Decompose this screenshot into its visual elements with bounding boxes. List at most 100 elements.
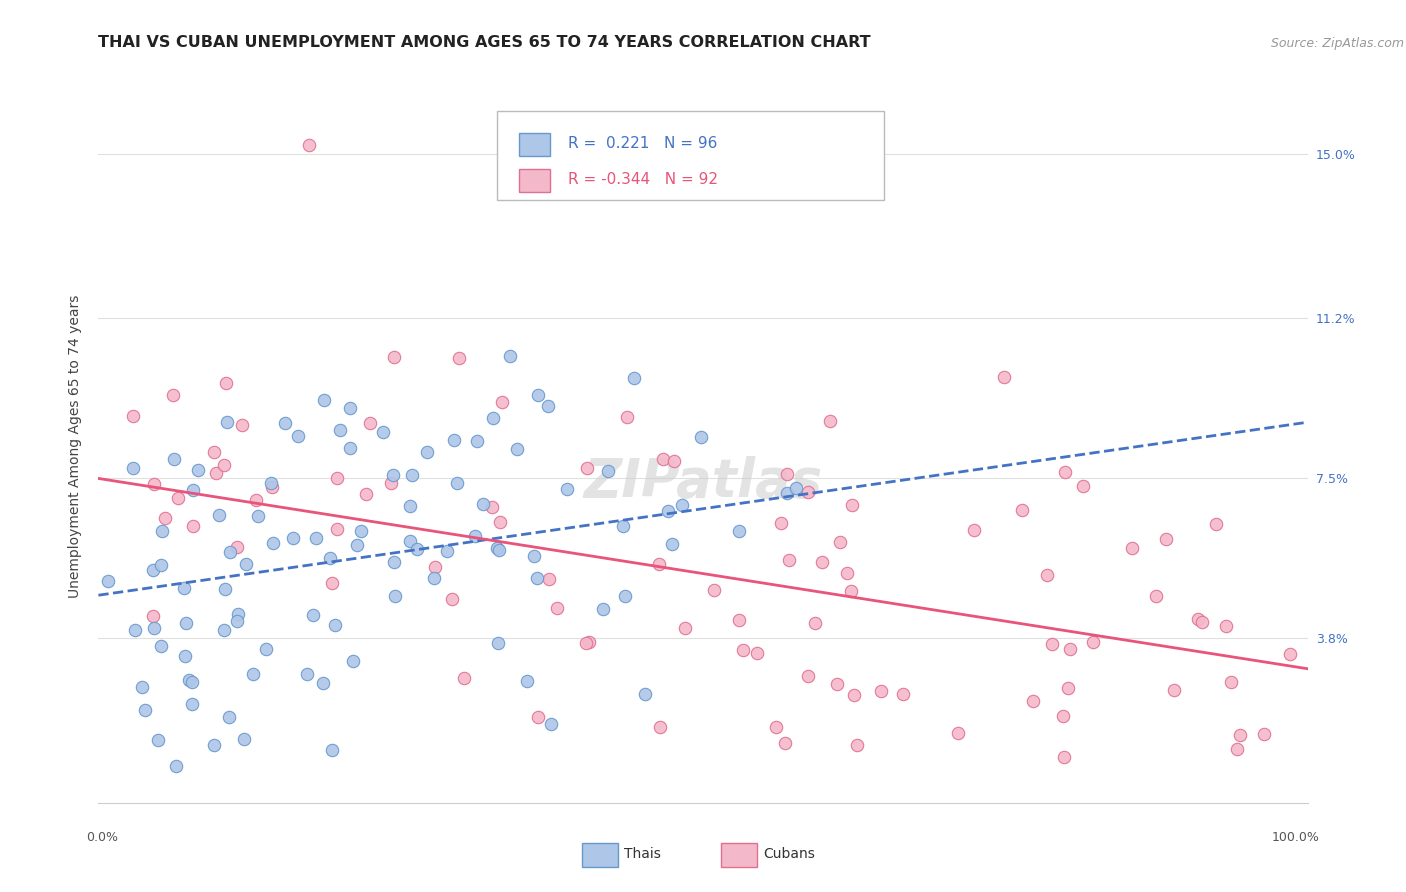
- Text: R =  0.221   N = 96: R = 0.221 N = 96: [568, 136, 717, 151]
- Point: [212, 624, 235, 638]
- Point: [152, 524, 174, 538]
- Point: [146, 732, 169, 747]
- Point: [486, 635, 509, 649]
- Point: [215, 376, 238, 391]
- Point: [382, 556, 405, 570]
- Point: [153, 511, 176, 525]
- Point: [728, 524, 751, 538]
- Point: [142, 609, 165, 624]
- Point: [205, 466, 228, 480]
- Point: [578, 634, 600, 648]
- Point: [371, 425, 394, 439]
- Point: [575, 635, 598, 649]
- Point: [489, 515, 512, 529]
- Point: [302, 608, 325, 623]
- Point: [796, 485, 818, 500]
- Point: [488, 543, 510, 558]
- Point: [318, 550, 340, 565]
- Point: [634, 687, 657, 701]
- Point: [453, 671, 475, 685]
- Point: [97, 574, 120, 589]
- Point: [1035, 567, 1057, 582]
- FancyBboxPatch shape: [519, 169, 550, 192]
- Point: [1059, 642, 1081, 657]
- Point: [527, 710, 550, 724]
- Point: [830, 535, 852, 549]
- Point: [149, 639, 172, 653]
- Point: [167, 491, 190, 505]
- Point: [1052, 709, 1074, 723]
- Point: [143, 621, 166, 635]
- Text: R = -0.344   N = 92: R = -0.344 N = 92: [568, 171, 718, 186]
- Point: [287, 429, 309, 443]
- Point: [212, 458, 235, 473]
- Text: Source: ZipAtlas.com: Source: ZipAtlas.com: [1271, 37, 1405, 50]
- Point: [527, 388, 550, 402]
- Y-axis label: Unemployment Among Ages 65 to 74 years: Unemployment Among Ages 65 to 74 years: [67, 294, 82, 598]
- Point: [321, 575, 343, 590]
- Text: 100.0%: 100.0%: [1272, 831, 1320, 845]
- Point: [181, 697, 204, 711]
- Point: [546, 600, 568, 615]
- Point: [416, 445, 439, 459]
- Point: [778, 553, 800, 567]
- Point: [516, 674, 538, 689]
- Point: [1144, 589, 1167, 603]
- Point: [540, 717, 562, 731]
- Point: [423, 571, 446, 585]
- Point: [214, 582, 236, 597]
- Point: [297, 666, 319, 681]
- Point: [727, 613, 749, 627]
- Point: [359, 416, 381, 430]
- Point: [1253, 727, 1275, 741]
- Point: [946, 726, 969, 740]
- Point: [165, 759, 187, 773]
- Point: [745, 646, 768, 660]
- Point: [174, 615, 197, 630]
- Point: [440, 591, 463, 606]
- Point: [804, 615, 827, 630]
- Point: [673, 621, 696, 635]
- FancyBboxPatch shape: [519, 133, 550, 156]
- Point: [993, 369, 1015, 384]
- Point: [399, 533, 422, 548]
- Point: [825, 677, 848, 691]
- Point: [839, 584, 862, 599]
- Point: [796, 669, 818, 683]
- Point: [247, 509, 270, 524]
- Text: Thais: Thais: [624, 847, 661, 861]
- Point: [142, 563, 165, 577]
- Text: ZIPatlas: ZIPatlas: [583, 456, 823, 508]
- Point: [1081, 635, 1104, 649]
- Point: [163, 452, 186, 467]
- Point: [260, 480, 283, 494]
- Point: [662, 454, 685, 468]
- Point: [810, 555, 832, 569]
- Point: [179, 673, 201, 687]
- Point: [231, 417, 253, 432]
- Point: [1071, 479, 1094, 493]
- Point: [1057, 681, 1080, 695]
- Point: [242, 666, 264, 681]
- Point: [506, 442, 529, 456]
- Point: [406, 541, 429, 556]
- Point: [652, 452, 675, 467]
- Point: [354, 487, 377, 501]
- Point: [350, 524, 373, 538]
- Point: [818, 414, 841, 428]
- Point: [650, 720, 672, 734]
- Point: [342, 654, 364, 668]
- Point: [465, 434, 488, 449]
- Point: [181, 518, 204, 533]
- Point: [226, 607, 249, 621]
- Point: [612, 519, 634, 533]
- Point: [380, 476, 402, 491]
- Point: [690, 430, 713, 444]
- Point: [381, 468, 404, 483]
- Point: [1163, 683, 1185, 698]
- Point: [443, 433, 465, 447]
- FancyBboxPatch shape: [582, 843, 619, 867]
- Point: [321, 743, 343, 757]
- Point: [174, 648, 197, 663]
- Point: [305, 531, 328, 545]
